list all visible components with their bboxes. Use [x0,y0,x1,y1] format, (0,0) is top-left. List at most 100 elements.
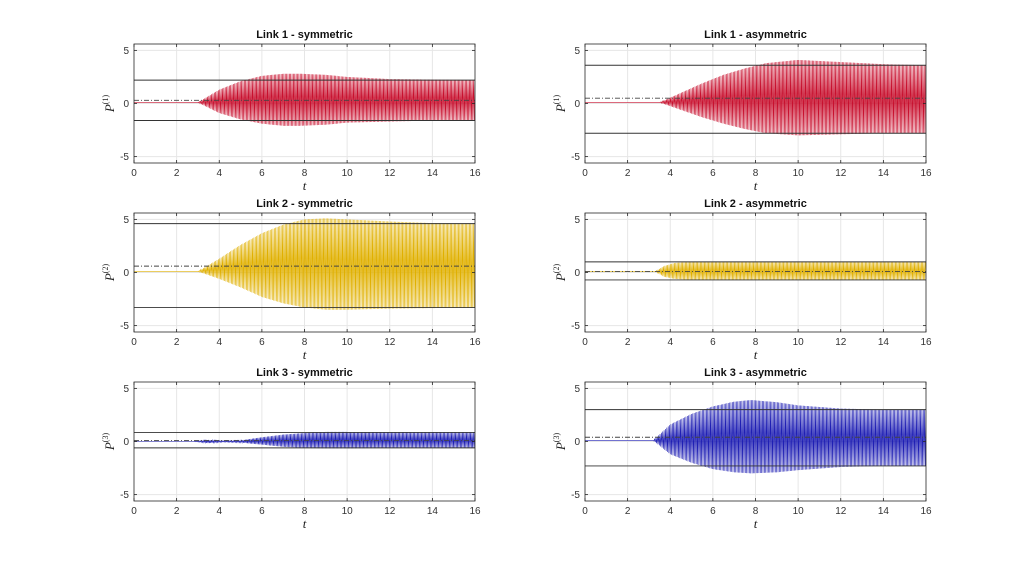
x-tick-label: 16 [469,337,481,348]
x-axis-label: t [754,516,758,531]
x-tick-label: 10 [342,506,354,517]
plot-area [134,218,475,310]
x-tick-label: 2 [625,506,631,517]
x-tick-label: 6 [259,337,265,348]
y-axis-label: P(3) [101,433,117,452]
y-tick-label: 5 [123,384,129,395]
y-tick-label: 0 [123,268,129,279]
x-tick-label: 4 [667,506,673,517]
y-axis-label-superscript: (2) [552,264,561,274]
y-tick-label: 5 [574,215,580,226]
x-tick-label: 10 [342,168,354,179]
x-tick-label: 2 [174,337,180,348]
signal-trace [134,431,475,449]
y-tick-label: -5 [120,321,129,332]
x-tick-label: 8 [753,168,759,179]
x-tick-label: 4 [667,337,673,348]
x-tick-label: 2 [625,337,631,348]
y-tick-label: 5 [123,215,129,226]
y-tick-label: -5 [120,152,129,163]
y-tick-label: 0 [574,437,580,448]
x-tick-label: 12 [384,337,396,348]
x-tick-label: 2 [174,506,180,517]
x-tick-label: 2 [625,168,631,179]
y-tick-label: 0 [574,99,580,110]
y-axis-label-superscript: (1) [101,95,110,105]
x-tick-label: 0 [582,337,588,348]
x-tick-label: 0 [582,506,588,517]
x-tick-label: 4 [216,337,222,348]
chart-title: Link 3 - asymmetric [704,367,807,379]
x-axis-label: t [754,178,758,193]
y-axis-label: P(2) [552,264,568,283]
y-tick-label: 5 [574,46,580,57]
y-axis-label-base: P [553,104,568,113]
x-tick-label: 14 [878,506,890,517]
y-tick-label: 5 [574,384,580,395]
y-tick-label: -5 [571,321,580,332]
y-axis-label: P(1) [552,95,568,114]
y-axis-label-base: P [553,273,568,282]
x-axis-label: t [303,347,307,362]
y-tick-label: 0 [123,437,129,448]
x-tick-label: 12 [835,506,847,517]
plot-area [134,431,475,449]
chart-title: Link 1 - symmetric [256,29,353,41]
chart-title: Link 2 - asymmetric [704,198,807,210]
x-tick-label: 8 [753,506,759,517]
x-tick-label: 16 [469,168,481,179]
x-tick-label: 8 [302,506,308,517]
x-tick-label: 16 [920,168,932,179]
plot-area [585,261,926,281]
x-tick-label: 12 [384,506,396,517]
plot-area [134,73,475,126]
x-tick-label: 0 [582,168,588,179]
signal-trace [134,218,475,310]
x-axis-label: t [303,516,307,531]
x-tick-label: 8 [302,337,308,348]
x-tick-label: 16 [920,506,932,517]
y-tick-label: 5 [123,46,129,57]
chart-title: Link 2 - symmetric [256,198,353,210]
x-tick-label: 10 [793,337,805,348]
y-axis-label-base: P [102,273,117,282]
x-tick-label: 0 [131,168,137,179]
x-tick-label: 14 [427,506,439,517]
x-tick-label: 14 [878,168,890,179]
plot-area [585,400,926,474]
y-axis-label-superscript: (3) [552,433,561,443]
x-tick-label: 10 [342,337,354,348]
x-tick-label: 0 [131,506,137,517]
x-tick-label: 4 [667,168,673,179]
x-tick-label: 16 [469,506,481,517]
x-tick-label: 4 [216,506,222,517]
x-tick-label: 14 [427,168,439,179]
y-axis-label: P(2) [101,264,117,283]
x-tick-label: 10 [793,506,805,517]
x-tick-label: 6 [259,168,265,179]
x-tick-label: 4 [216,168,222,179]
y-tick-label: 0 [574,268,580,279]
x-tick-label: 12 [835,337,847,348]
y-axis-label: P(3) [552,433,568,452]
x-tick-label: 8 [302,168,308,179]
x-tick-label: 2 [174,168,180,179]
y-axis-label-superscript: (3) [101,433,110,443]
x-tick-label: 8 [753,337,759,348]
x-tick-label: 10 [793,168,805,179]
y-axis-label-superscript: (2) [101,264,110,274]
y-axis-label: P(1) [101,95,117,114]
x-axis-label: t [303,178,307,193]
y-tick-label: -5 [571,152,580,163]
y-tick-label: -5 [571,490,580,501]
y-tick-label: -5 [120,490,129,501]
x-tick-label: 0 [131,337,137,348]
x-tick-label: 6 [710,506,716,517]
x-tick-label: 14 [878,337,890,348]
